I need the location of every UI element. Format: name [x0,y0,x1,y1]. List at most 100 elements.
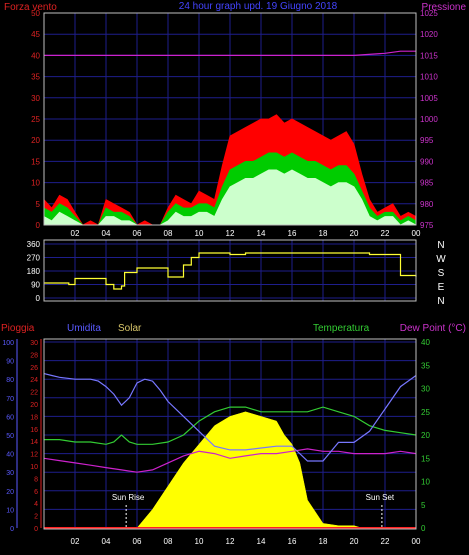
temperature-tick-label: 0 [421,524,426,533]
wind-direction-line [44,252,417,290]
rain-tick-label: 10 [30,464,38,471]
direction-series [44,252,417,290]
temperature-tick-label: 25 [421,408,430,417]
x-tick-label: 18 [319,229,328,238]
temperature-axis-ticks: 0 5 10 15 20 25 30 35 40 [421,338,430,533]
temperature-label: Temperatura [313,323,370,334]
temperature-tick-label: 5 [421,501,426,510]
compass-label: E [438,282,445,293]
pressure-tick-label: 1005 [420,94,438,103]
x-tick-label: 08 [164,229,173,238]
x-tick-label: 18 [319,537,328,546]
temperature-tick-label: 15 [421,454,430,463]
humidity-tick-label: 70 [6,396,14,403]
direction-tick-label: 180 [27,267,41,276]
x-tick-label: 16 [288,537,297,546]
humidity-tick-label: 10 [6,507,14,514]
pressure-tick-label: 1015 [420,51,438,60]
compass-label: N [437,296,444,307]
humidity-tick-label: 100 [2,340,14,347]
x-tick-label: 06 [133,229,142,238]
x-tick-label: 02 [71,229,80,238]
wind-tick-label: 10 [31,179,40,188]
humidity-tick-label: 20 [6,489,14,496]
compass-label: N [437,240,444,251]
dew-point-label: Dew Point (°C) [400,323,466,334]
pressure-line [44,50,416,57]
humidity-tick-label: 30 [6,470,14,477]
rain-tick-label: 28 [30,352,38,359]
wind-tick-label: 50 [31,9,40,18]
x-tick-label: 02 [71,537,80,546]
pressure-axis-ticks: 975 980 985 990 995 1000 1005 1010 1015 1020 1025 [420,9,438,230]
rain-tick-label: 18 [30,414,38,421]
panel1-x-ticks: 02 04 06 08 10 12 14 16 18 20 22 00 [71,229,421,238]
pressure-tick-label: 1000 [420,115,438,124]
wind-series [43,50,417,226]
direction-tick-label: 270 [27,254,41,263]
rain-tick-label: 6 [34,489,38,496]
x-tick-label: 04 [102,229,111,238]
pressure-tick-label: 1020 [420,30,438,39]
rain-tick-label: 4 [34,501,38,508]
pressure-tick-label: 975 [420,221,434,230]
x-tick-label: 06 [133,537,142,546]
wind-tick-label: 40 [31,51,40,60]
rain-tick-label: 12 [30,452,38,459]
dew-point-line [43,448,417,473]
humidity-tick-label: 60 [6,414,14,421]
temperature-tick-label: 10 [421,478,430,487]
x-tick-label: 12 [226,229,235,238]
rain-tick-label: 24 [30,377,38,384]
wind-tick-label: 15 [31,157,40,166]
wind-tick-label: 5 [36,200,41,209]
wind-tick-label: 35 [31,73,40,82]
compass-label: S [438,268,445,279]
direction-axis-ticks: 0 90 180 270 360 [27,240,41,303]
direction-tick-label: 360 [27,240,41,249]
direction-panel-frame [43,239,417,302]
direction-tick-label: 0 [36,294,41,303]
x-tick-label: 22 [381,229,390,238]
wind-tick-label: 25 [31,115,40,124]
x-tick-label: 22 [381,537,390,546]
pressure-tick-label: 990 [420,157,434,166]
pressure-tick-label: 995 [420,136,434,145]
wind-minimum-area [43,169,417,226]
x-tick-label: 10 [195,537,204,546]
temperature-tick-label: 40 [421,338,430,347]
rain-tick-label: 8 [34,476,38,483]
weather-series [43,373,417,529]
x-tick-label: 08 [164,537,173,546]
humidity-label: Umidita [67,323,101,334]
temperature-tick-label: 20 [421,431,430,440]
rain-tick-label: 16 [30,427,38,434]
x-tick-label: 14 [257,229,266,238]
x-tick-label: 00 [412,537,421,546]
wind-panel-frame [43,12,417,226]
wind-tick-label: 45 [31,30,40,39]
x-tick-label: 04 [102,537,111,546]
rain-tick-label: 20 [30,402,38,409]
wind-axis-ticks: 0 5 10 15 20 25 30 35 40 45 50 [31,9,40,230]
humidity-tick-label: 90 [6,359,14,366]
x-tick-label: 00 [412,229,421,238]
pressure-tick-label: 1010 [420,73,438,82]
x-tick-label: 20 [350,229,359,238]
rain-tick-label: 14 [30,439,38,446]
rain-tick-label: 2 [34,514,38,521]
rain-tick-label: 26 [30,365,38,372]
humidity-tick-label: 0 [10,526,14,533]
x-tick-label: 10 [195,229,204,238]
solar-label: Solar [118,323,142,334]
rain-tick-label: 0 [34,526,38,533]
rain-tick-label: 22 [30,390,38,397]
sunset-label: Sun Set [366,493,395,502]
x-tick-label: 16 [288,229,297,238]
humidity-axis-ticks: 0 10 20 30 40 50 60 70 80 90 100 [2,339,18,533]
pressure-tick-label: 1025 [420,9,438,18]
x-tick-label: 12 [226,537,235,546]
